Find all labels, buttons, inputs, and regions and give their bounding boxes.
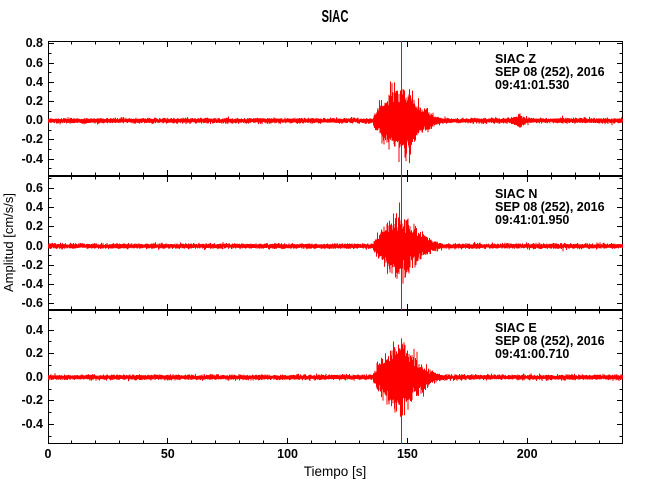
svg-text:SIAC N: SIAC N [495,187,537,201]
svg-text:0.2: 0.2 [26,346,43,360]
svg-text:SEP 08 (252), 2016: SEP 08 (252), 2016 [495,65,605,79]
svg-text:0.6: 0.6 [26,181,43,195]
svg-text:-0.4: -0.4 [21,417,43,431]
svg-text:0.0: 0.0 [26,239,43,253]
svg-text:0.6: 0.6 [26,56,43,70]
svg-text:200: 200 [517,447,538,461]
svg-text:0.2: 0.2 [26,94,43,108]
svg-text:-0.4: -0.4 [21,277,43,291]
svg-text:SEP 08 (252), 2016: SEP 08 (252), 2016 [495,334,605,348]
svg-text:-0.6: -0.6 [21,296,43,310]
svg-text:0.4: 0.4 [26,200,43,214]
svg-text:-0.2: -0.2 [21,132,43,146]
svg-text:0.4: 0.4 [26,323,43,337]
svg-text:0.0: 0.0 [26,113,43,127]
svg-text:100: 100 [277,447,298,461]
svg-text:-0.4: -0.4 [21,152,43,166]
svg-text:150: 150 [397,447,418,461]
svg-text:0.2: 0.2 [26,219,43,233]
svg-text:09:41:00.710: 09:41:00.710 [495,347,569,361]
svg-text:0: 0 [45,447,52,461]
svg-text:SIAC Z: SIAC Z [495,52,536,66]
svg-text:Amplitud [cm/s/s]: Amplitud [cm/s/s] [1,193,16,292]
svg-text:0.8: 0.8 [26,36,43,50]
svg-text:Tiempo [s]: Tiempo [s] [304,464,367,479]
svg-text:0.4: 0.4 [26,75,43,89]
svg-text:09:41:01.530: 09:41:01.530 [495,78,569,92]
svg-text:-0.2: -0.2 [21,393,43,407]
svg-text:SEP 08 (252), 2016: SEP 08 (252), 2016 [495,200,605,214]
svg-text:SIAC E: SIAC E [495,321,537,335]
svg-text:0.0: 0.0 [26,370,43,384]
svg-text:09:41:01.950: 09:41:01.950 [495,213,569,227]
svg-text:SIAC: SIAC [322,6,349,26]
svg-text:50: 50 [161,447,175,461]
svg-text:-0.2: -0.2 [21,258,43,272]
